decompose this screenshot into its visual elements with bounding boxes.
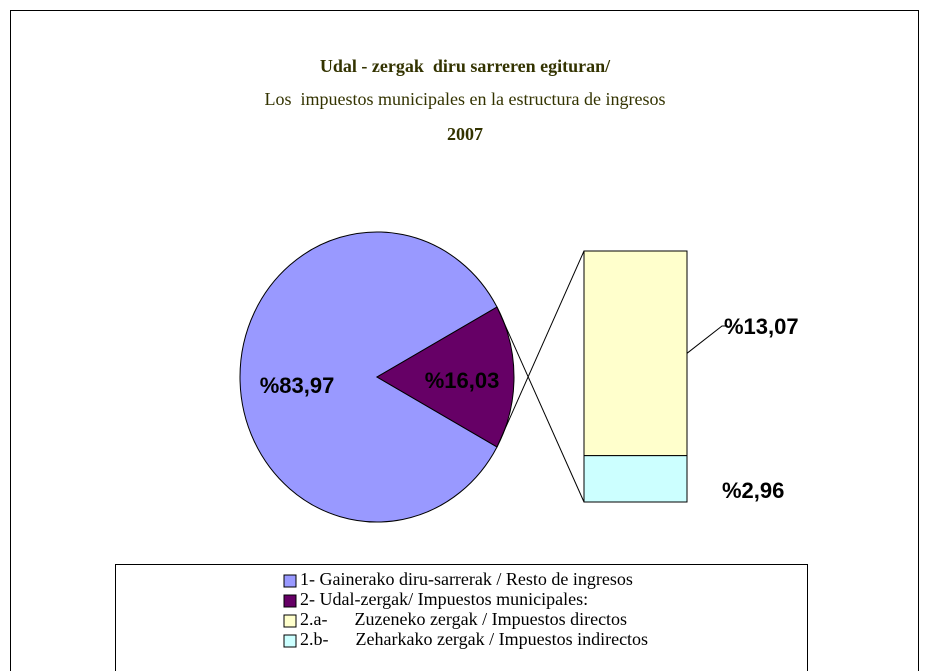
- data-label: %16,03: [425, 368, 500, 393]
- legend-label: 2- Udal-zergak/ Impuestos municipales:: [300, 589, 588, 609]
- legend-label: 2.b- Zeharkako zergak / Impuestos indire…: [300, 629, 648, 649]
- data-label: %13,07: [724, 314, 799, 339]
- legend-swatch: [283, 574, 297, 588]
- data-label: %83,97: [260, 373, 335, 398]
- bar-segment: [583, 455, 688, 503]
- connector-line: [496, 306, 585, 503]
- legend-swatch: [283, 594, 297, 608]
- legend-label: 2.a- Zuzeneko zergak / Impuestos directo…: [300, 609, 627, 629]
- legend-label: 1- Gainerako diru-sarrerak / Resto de in…: [300, 569, 633, 589]
- chart-year: 2007: [447, 124, 483, 144]
- connector-line: [496, 250, 585, 448]
- leader-line: [686, 325, 728, 354]
- legend-box: [115, 564, 808, 671]
- legend-swatch: [283, 634, 297, 648]
- legend-swatch: [283, 614, 297, 628]
- chart-title: Udal - zergak diru sarreren egituran/: [320, 56, 611, 76]
- pie-slice: [239, 231, 498, 523]
- data-label: %2,96: [722, 478, 784, 503]
- bar-segment: [583, 250, 688, 457]
- chart-subtitle: Los impuestos municipales en la estructu…: [265, 89, 666, 109]
